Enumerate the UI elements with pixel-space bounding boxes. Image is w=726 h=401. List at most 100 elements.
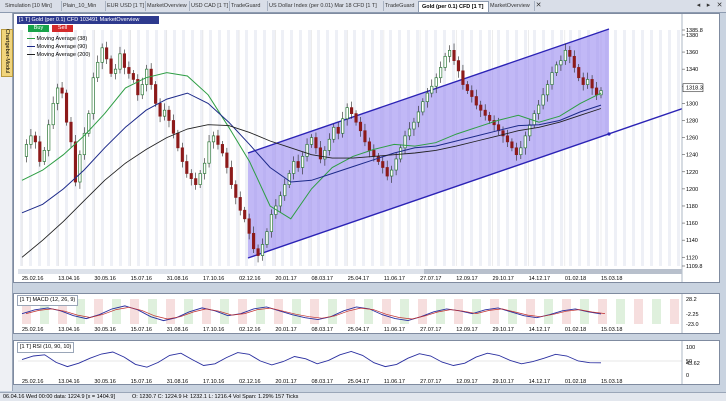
date-tick-label: 11.06.17	[384, 276, 405, 282]
candle-body	[265, 231, 269, 245]
candle-body	[599, 90, 603, 96]
sell-button[interactable]: Sell	[52, 25, 73, 32]
candle-body	[243, 209, 247, 220]
tab-close-icon[interactable]: ✕	[535, 2, 542, 9]
time-stripe	[92, 30, 95, 266]
candle-body	[528, 124, 532, 137]
date-tick-label: 29.10.17	[492, 276, 513, 282]
macd-signal-band	[490, 299, 499, 324]
rsi-date-label: 25.02.16	[22, 379, 43, 384]
buy-button[interactable]: Buy	[28, 25, 49, 32]
time-stripe	[623, 30, 626, 266]
macd-signal-band	[40, 299, 49, 324]
tab-usd-cad[interactable]: USD CAD [1 T]	[188, 1, 230, 11]
legend-label-ma90: Moving Average (90)	[36, 44, 88, 50]
main-chart-panel[interactable]: 1385.81380136013401320130012801260124012…	[13, 13, 720, 283]
rsi-date-label: 13.04.16	[58, 379, 79, 384]
macd-date-label: 25.02.16	[22, 327, 43, 333]
candle-body	[483, 109, 487, 116]
macd-panel[interactable]: 28.2 -2.25 -23.0 25.02.16 13.04.16 30.05.16 15…	[13, 293, 720, 334]
price-chart[interactable]: 1385.81380136013401320130012801260124012…	[14, 14, 719, 282]
candle-body	[309, 137, 314, 145]
chart-module-side-tab[interactable]: Chartgeber-Modul	[1, 29, 13, 77]
macd-signal-band	[544, 299, 553, 324]
scroll-left-icon[interactable]: ◂	[696, 2, 701, 9]
candle-body	[318, 147, 322, 160]
candle-body	[443, 55, 447, 68]
tab-simulation[interactable]: Simulation [10 Min]	[2, 1, 62, 11]
date-tick-label: 20.01.17	[275, 276, 296, 282]
candle-body	[24, 144, 29, 157]
macd-signal-band	[328, 299, 337, 324]
macd-date-label: 15.07.16	[131, 327, 152, 333]
macd-label: MACD (12, 26, 9)	[32, 297, 76, 303]
rsi-tick-label: 43.62	[686, 361, 700, 367]
macd-signal-band	[400, 299, 409, 324]
legend-swatch-ma38	[27, 38, 35, 40]
tab-eur-usd[interactable]: EUR USD [1 T]	[104, 1, 146, 11]
candle-body	[269, 214, 273, 232]
candle-body	[399, 147, 403, 160]
candle-body	[158, 103, 162, 117]
candle-body	[69, 121, 73, 143]
instrument-title: Gold (per 0.1) CFD	[31, 17, 79, 23]
date-tick-label: 25.02.16	[22, 276, 43, 282]
tab-tradeguard-1[interactable]: TradeGuard	[228, 1, 268, 11]
legend-item-ma38: Moving Average (38)	[27, 35, 90, 43]
window-close-icon[interactable]: ✕	[716, 2, 723, 9]
time-stripe	[128, 30, 131, 266]
time-stripe	[137, 30, 140, 266]
candle-body	[537, 104, 541, 114]
candle-body	[505, 135, 510, 143]
tab-us-dollar-index[interactable]: US Dollar Index (per 0.01) Mar 18 CFD [1…	[266, 1, 384, 11]
candle-body	[287, 173, 291, 185]
tab-market-overview-2[interactable]: MarketOverview	[487, 1, 535, 11]
rsi-panel[interactable]: 100 50 43.62 0 25.02.16 13.04.16 30.05.16 15.07…	[13, 340, 720, 385]
tab-gold-cfd[interactable]: Gold (per 0.1) CFD [1 T]	[418, 1, 489, 12]
candle-body	[176, 132, 180, 149]
price-axis-background	[682, 14, 719, 282]
legend-item-ma200: Moving Average (200)	[27, 51, 90, 59]
time-stripe	[146, 30, 149, 266]
macd-date-label: 27.07.17	[420, 327, 441, 333]
candle-body	[162, 109, 167, 117]
channel-lower-line	[247, 95, 719, 259]
price-tick-label: 1240	[686, 153, 698, 159]
candle-body	[586, 79, 590, 85]
candle-body	[434, 77, 438, 87]
candle-body	[341, 118, 345, 134]
candle-body	[416, 111, 420, 123]
macd-date-label: 11.06.17	[384, 327, 405, 333]
candle-body	[198, 173, 202, 185]
tab-tradeguard-2[interactable]: TradeGuard	[382, 1, 420, 11]
candle-body	[407, 128, 412, 137]
macd-signal-band	[418, 299, 427, 324]
macd-date-label: 13.04.16	[58, 327, 79, 333]
status-date-info: 06.04.16 Wed 00:00 data: 1224.9 [x = 140…	[3, 394, 115, 400]
time-stripe	[245, 30, 248, 266]
scroll-right-icon[interactable]: ▸	[706, 2, 711, 9]
timeframe-label: [1 T]	[19, 17, 30, 23]
candle-body	[452, 50, 456, 61]
rsi-date-label: 17.10.16	[203, 379, 224, 384]
macd-signal-band	[202, 299, 211, 324]
macd-date-label: 14.12.17	[529, 327, 550, 333]
scrollbar-thumb	[424, 269, 682, 274]
tab-plain-10-min[interactable]: Plain_10_Min	[60, 1, 106, 11]
tab-market-overview-1[interactable]: MarketOverview	[144, 1, 190, 11]
instrument-id: 103491 MarketOverview	[79, 17, 140, 23]
macd-chart[interactable]: 28.2 -2.25 -23.0 25.02.16 13.04.16 30.05.16 15…	[14, 294, 719, 333]
candle-body	[301, 156, 305, 168]
time-stripe	[191, 30, 194, 266]
macd-date-label: 12.09.17	[456, 327, 477, 333]
macd-signal-band	[454, 299, 463, 324]
legend-item-ma90: Moving Average (90)	[27, 43, 90, 51]
macd-tick-label: -23.0	[686, 322, 699, 328]
candle-body	[127, 67, 131, 74]
macd-signal-band	[22, 299, 31, 324]
macd-signal-band	[148, 299, 157, 324]
candle-body	[229, 167, 233, 185]
date-tick-label: 14.12.17	[529, 276, 550, 282]
candle-body	[38, 141, 42, 162]
